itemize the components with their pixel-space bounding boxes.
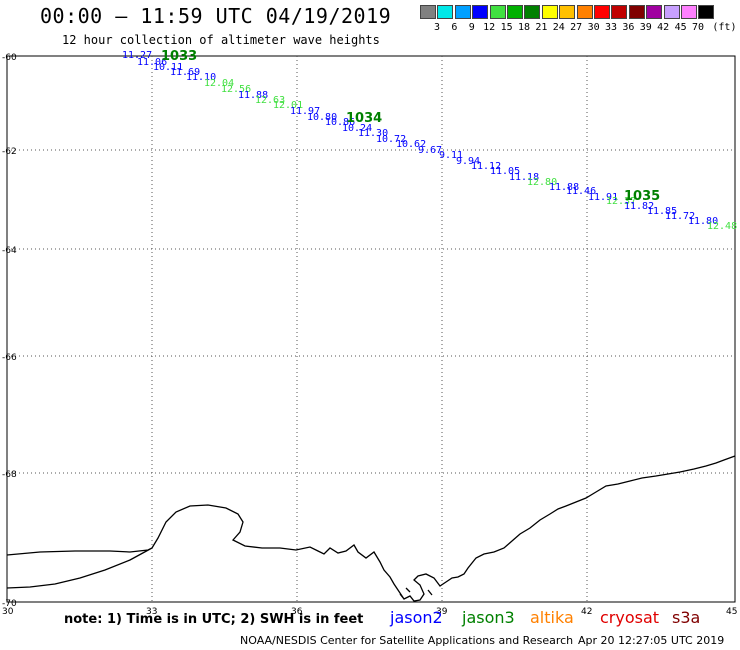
wave-height-label: 11.82 — [624, 201, 654, 212]
credit-line: NOAA/NESDIS Center for Satellite Applica… — [240, 634, 574, 647]
legend-unit: (ft) — [712, 22, 737, 33]
wave-height-label: 12.04 — [204, 78, 234, 89]
legend-swatch — [681, 5, 697, 19]
legend-swatch — [646, 5, 663, 19]
wave-height-label: 11.46 — [566, 186, 596, 197]
map-frame — [6, 55, 736, 603]
legend-swatch — [559, 5, 576, 19]
longitude-tick-label: 39 — [436, 607, 448, 617]
wave-height-label: 11.72 — [665, 211, 695, 222]
legend-label: 39 — [639, 22, 652, 33]
wave-height-label: 12.63 — [255, 95, 285, 106]
legend-swatch — [628, 5, 645, 19]
legend-swatch — [611, 5, 628, 19]
pass-time-label: 1034 — [346, 111, 382, 126]
latitude-tick-label: -68 — [2, 470, 17, 480]
legend-label: 18 — [517, 22, 531, 33]
legend-swatch — [541, 5, 558, 19]
wave-height-label: 12.48 — [707, 221, 737, 232]
legend-swatch — [524, 5, 541, 19]
legend-label: 45 — [674, 22, 687, 33]
footer-note: note: 1) Time is in UTC; 2) SWH is in fe… — [64, 612, 364, 627]
wave-height-label: 9.94 — [456, 156, 480, 167]
wave-height-label: 11.88 — [549, 182, 579, 193]
legend-label: 9 — [468, 22, 475, 33]
legend-label: 24 — [552, 22, 565, 33]
wave-height-label: 9.11 — [439, 150, 463, 161]
longitude-tick-label: 33 — [146, 607, 157, 617]
latitude-tick-label: -66 — [2, 353, 17, 363]
wave-height-label: 11.27 — [122, 50, 152, 61]
legend-swatch — [594, 5, 610, 19]
wave-height-label: 11.06 — [137, 57, 167, 68]
wave-height-label: 12.80 — [527, 177, 557, 188]
longitude-tick-label: 36 — [291, 607, 303, 617]
legend-label: 27 — [570, 22, 583, 33]
wave-height-label: 10.24 — [342, 123, 372, 134]
map-title: 00:00 — 11:59 UTC 04/19/2019 — [40, 4, 392, 28]
altimeter-track: 11.2711.0610.1111.6911.1012.0412.5611.88… — [122, 50, 737, 232]
legend-label: 6 — [451, 22, 458, 33]
legend-label: 70 — [691, 22, 705, 33]
legend-label: 30 — [587, 22, 600, 33]
legend-swatch — [698, 5, 715, 19]
legend-label: 3 — [433, 22, 441, 33]
wave-height-label: 11.69 — [170, 67, 200, 78]
wave-height-label: 11.10 — [186, 72, 216, 83]
wave-height-label: 10.72 — [376, 134, 406, 145]
legend-label: 12 — [483, 22, 496, 33]
wave-height-label: 12.37 — [606, 196, 636, 207]
wave-height-label: 12.01 — [273, 100, 303, 111]
latitude-tick-label: -62 — [2, 147, 17, 157]
map-subtitle: 12 hour collection of altimeter wave hei… — [62, 33, 380, 47]
wave-height-label: 11.88 — [238, 90, 268, 101]
longitude-tick-label: 42 — [581, 607, 592, 617]
wave-height-label: 9.67 — [418, 145, 442, 156]
pass-time-label: 1033 — [161, 49, 197, 64]
wave-height-label: 11.80 — [688, 216, 718, 227]
legend-label: 15 — [500, 22, 513, 33]
legend-label: 42 — [657, 22, 670, 33]
graticule — [7, 56, 735, 602]
generated-timestamp: Apr 20 12:27:05 UTC 2019 — [578, 634, 725, 647]
wave-height-label: 10.62 — [396, 139, 426, 150]
longitude-tick-label: 30 — [2, 607, 14, 617]
wave-height-label: 11.97 — [290, 106, 320, 117]
legend-swatch — [489, 5, 506, 19]
legend-swatch — [437, 5, 454, 19]
satellite-name-cryosat: cryosat — [600, 608, 660, 627]
satellite-name-jason3: jason3 — [462, 608, 515, 627]
coastline — [6, 455, 736, 602]
legend-label: 36 — [622, 22, 635, 33]
satellite-name-jason2: jason2 — [390, 608, 443, 627]
legend-swatch — [507, 5, 523, 19]
wave-height-label: 11.05 — [490, 166, 520, 177]
pass-time-label: 1035 — [624, 189, 660, 204]
latitude-tick-label: -60 — [2, 53, 17, 63]
legend-swatch — [576, 5, 593, 19]
satellite-name-s3a: s3a — [672, 608, 701, 627]
legend-label: 21 — [535, 22, 548, 33]
wave-height-label: 10.80 — [307, 112, 337, 123]
legend-swatch — [454, 5, 471, 19]
satellite-name-altika: altika — [530, 608, 574, 627]
wave-height-label: 12.56 — [221, 84, 251, 95]
latitude-tick-label: -70 — [2, 599, 17, 609]
longitude-tick-label: 45 — [726, 607, 737, 617]
legend-swatch — [663, 5, 680, 19]
wave-height-label: 11.12 — [471, 161, 501, 172]
pass-time-labels: 1033 1034 1035 — [161, 49, 660, 204]
wave-height-label: 11.85 — [647, 206, 677, 217]
legend-swatch — [420, 5, 436, 19]
wave-height-label: 11.30 — [358, 128, 388, 139]
wave-height-label: 10.86 — [325, 117, 355, 128]
latitude-tick-label: -64 — [2, 246, 17, 256]
wave-height-label: 11.18 — [509, 172, 539, 183]
legend-swatch — [472, 5, 489, 19]
wave-height-label: 11.91 — [588, 192, 618, 203]
legend-label: 33 — [604, 22, 618, 33]
wave-height-label: 10.11 — [153, 62, 183, 73]
